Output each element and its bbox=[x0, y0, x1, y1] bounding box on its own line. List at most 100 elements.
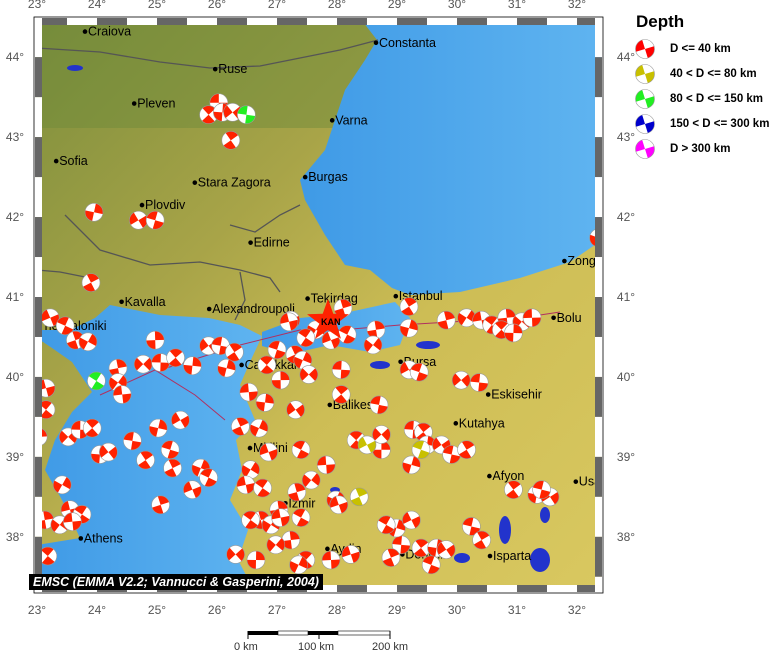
fault-line-2 bbox=[99, 369, 226, 421]
beachball-icon bbox=[635, 38, 655, 59]
city-label: Pleven bbox=[137, 97, 175, 111]
city-eskisehir: Eskisehir bbox=[485, 388, 542, 402]
lat-tick-label: 44° bbox=[6, 50, 24, 64]
earthquake-beachball bbox=[372, 425, 391, 444]
city-label: Plovdiv bbox=[145, 198, 186, 212]
legend-label: 80 < D <= 150 km bbox=[670, 92, 764, 105]
earthquake-beachball bbox=[239, 382, 259, 402]
earthquake-beachball bbox=[457, 440, 476, 459]
earthquake-beachball bbox=[151, 495, 170, 515]
city-label: Eskisehir bbox=[491, 388, 542, 402]
earthquake-beachball bbox=[123, 431, 142, 451]
earthquake-beachball bbox=[129, 210, 148, 230]
city-kavalla: Kavalla bbox=[119, 295, 166, 309]
earthquake-beachball bbox=[436, 540, 456, 559]
earthquake-beachball bbox=[166, 348, 185, 368]
earthquake-beachball bbox=[357, 435, 377, 455]
earthquake-beachball bbox=[136, 450, 155, 470]
city-kutahya: Kutahya bbox=[453, 416, 505, 430]
earthquake-beachball bbox=[151, 353, 170, 372]
city-stara-zagora: Stara Zagora bbox=[192, 176, 271, 190]
earthquake-beachball bbox=[246, 550, 266, 570]
earthquake-beachball bbox=[402, 510, 421, 530]
lat-tick-label-right: 42° bbox=[617, 210, 635, 224]
legend-item: D <= 40 km bbox=[632, 36, 776, 61]
lon-tick-label: 28° bbox=[328, 603, 346, 617]
city-label: Varna bbox=[335, 113, 367, 127]
lat-tick-label: 42° bbox=[6, 210, 24, 224]
earthquake-beachball bbox=[160, 440, 180, 459]
lon-tick-label: 25° bbox=[148, 0, 166, 11]
earthquake-beachball bbox=[457, 308, 476, 328]
lon-tick-label: 23° bbox=[28, 0, 46, 11]
lon-tick-label: 23° bbox=[28, 603, 46, 617]
city-label: Isparta bbox=[493, 549, 531, 563]
city-label: Craiova bbox=[88, 25, 131, 39]
beachball-symbol bbox=[635, 88, 655, 109]
earthquake-beachball bbox=[329, 495, 349, 515]
earthquake-beachball bbox=[399, 318, 419, 338]
legend-label: D <= 40 km bbox=[670, 42, 731, 55]
earthquake-beachball bbox=[291, 440, 311, 459]
earthquake-beachball bbox=[171, 410, 190, 430]
city-edirne: Edirne bbox=[248, 236, 290, 250]
earthquake-beachball bbox=[411, 538, 431, 558]
earthquake-beachball bbox=[249, 418, 269, 438]
lat-tick-label: 40° bbox=[6, 370, 24, 384]
city-varna: Varna bbox=[329, 113, 368, 127]
legend-title: Depth bbox=[636, 12, 685, 31]
legend-label: D > 300 km bbox=[670, 142, 731, 155]
station-star-icon bbox=[307, 298, 349, 339]
events-layer bbox=[35, 93, 602, 575]
lat-tick-label: 43° bbox=[6, 130, 24, 144]
earthquake-beachball bbox=[231, 417, 250, 436]
lat-tick-label-right: 40° bbox=[617, 370, 635, 384]
earthquake-beachball bbox=[391, 535, 411, 555]
city-plovdiv: Plovdiv bbox=[139, 198, 186, 212]
earthquake-beachball bbox=[112, 385, 132, 404]
earthquake-beachball bbox=[301, 470, 321, 490]
earthquake-beachball bbox=[451, 370, 471, 390]
earthquake-beachball bbox=[257, 355, 277, 375]
earthquake-beachball bbox=[82, 418, 102, 438]
earthquake-beachball bbox=[299, 365, 319, 384]
earthquake-beachball bbox=[52, 475, 72, 495]
earthquake-beachball bbox=[341, 545, 361, 564]
lon-tick-label: 30° bbox=[448, 0, 466, 11]
city-label: Constanta bbox=[379, 36, 436, 50]
city-burgas: Burgas bbox=[302, 170, 348, 184]
lon-tick-label: 31° bbox=[508, 0, 526, 11]
earthquake-beachball bbox=[145, 210, 165, 230]
lat-tick-label: 41° bbox=[6, 290, 24, 304]
station-layer: KAN bbox=[307, 298, 349, 339]
lon-tick-label: 32° bbox=[568, 0, 586, 11]
earthquake-beachball bbox=[148, 418, 168, 438]
earthquake-beachball bbox=[63, 512, 82, 531]
lakes bbox=[67, 65, 550, 572]
earthquake-beachball bbox=[199, 468, 218, 487]
earthquake-beachball bbox=[211, 336, 230, 356]
lat-tick-label-right: 41° bbox=[617, 290, 635, 304]
earthquake-beachball bbox=[293, 350, 313, 370]
earthquake-beachball bbox=[363, 335, 383, 355]
earthquake-beachball bbox=[522, 308, 542, 328]
axis-labels: 23° 23° 24° 24° 25° 25° 26° 26° 27° 27° 28° 28° 29° 2… bbox=[6, 0, 635, 617]
depth-legend: Depth D <= 40 km 40 < D <= 80 km 80 < D <=… bbox=[632, 12, 776, 161]
earthquake-beachball bbox=[84, 202, 104, 222]
earthquake-beachball bbox=[241, 460, 260, 479]
station-label: KAN bbox=[321, 317, 341, 327]
city-label: Stara Zagora bbox=[198, 176, 271, 190]
earthquake-beachball bbox=[316, 455, 336, 475]
earthquake-beachball bbox=[266, 535, 286, 555]
earthquake-beachball bbox=[369, 395, 389, 415]
earthquake-beachball bbox=[226, 545, 245, 564]
city-ruse: Ruse bbox=[212, 62, 247, 76]
city-label: Ruse bbox=[218, 62, 247, 76]
city-athens: Athens bbox=[78, 531, 123, 545]
city-zongu: Zongu bbox=[562, 254, 602, 268]
city-label: Kutahya bbox=[459, 416, 505, 430]
earthquake-beachball bbox=[267, 340, 287, 360]
earthquake-beachball bbox=[331, 385, 351, 404]
city-label: Afyon bbox=[492, 469, 524, 483]
earthquake-beachball bbox=[145, 330, 165, 350]
